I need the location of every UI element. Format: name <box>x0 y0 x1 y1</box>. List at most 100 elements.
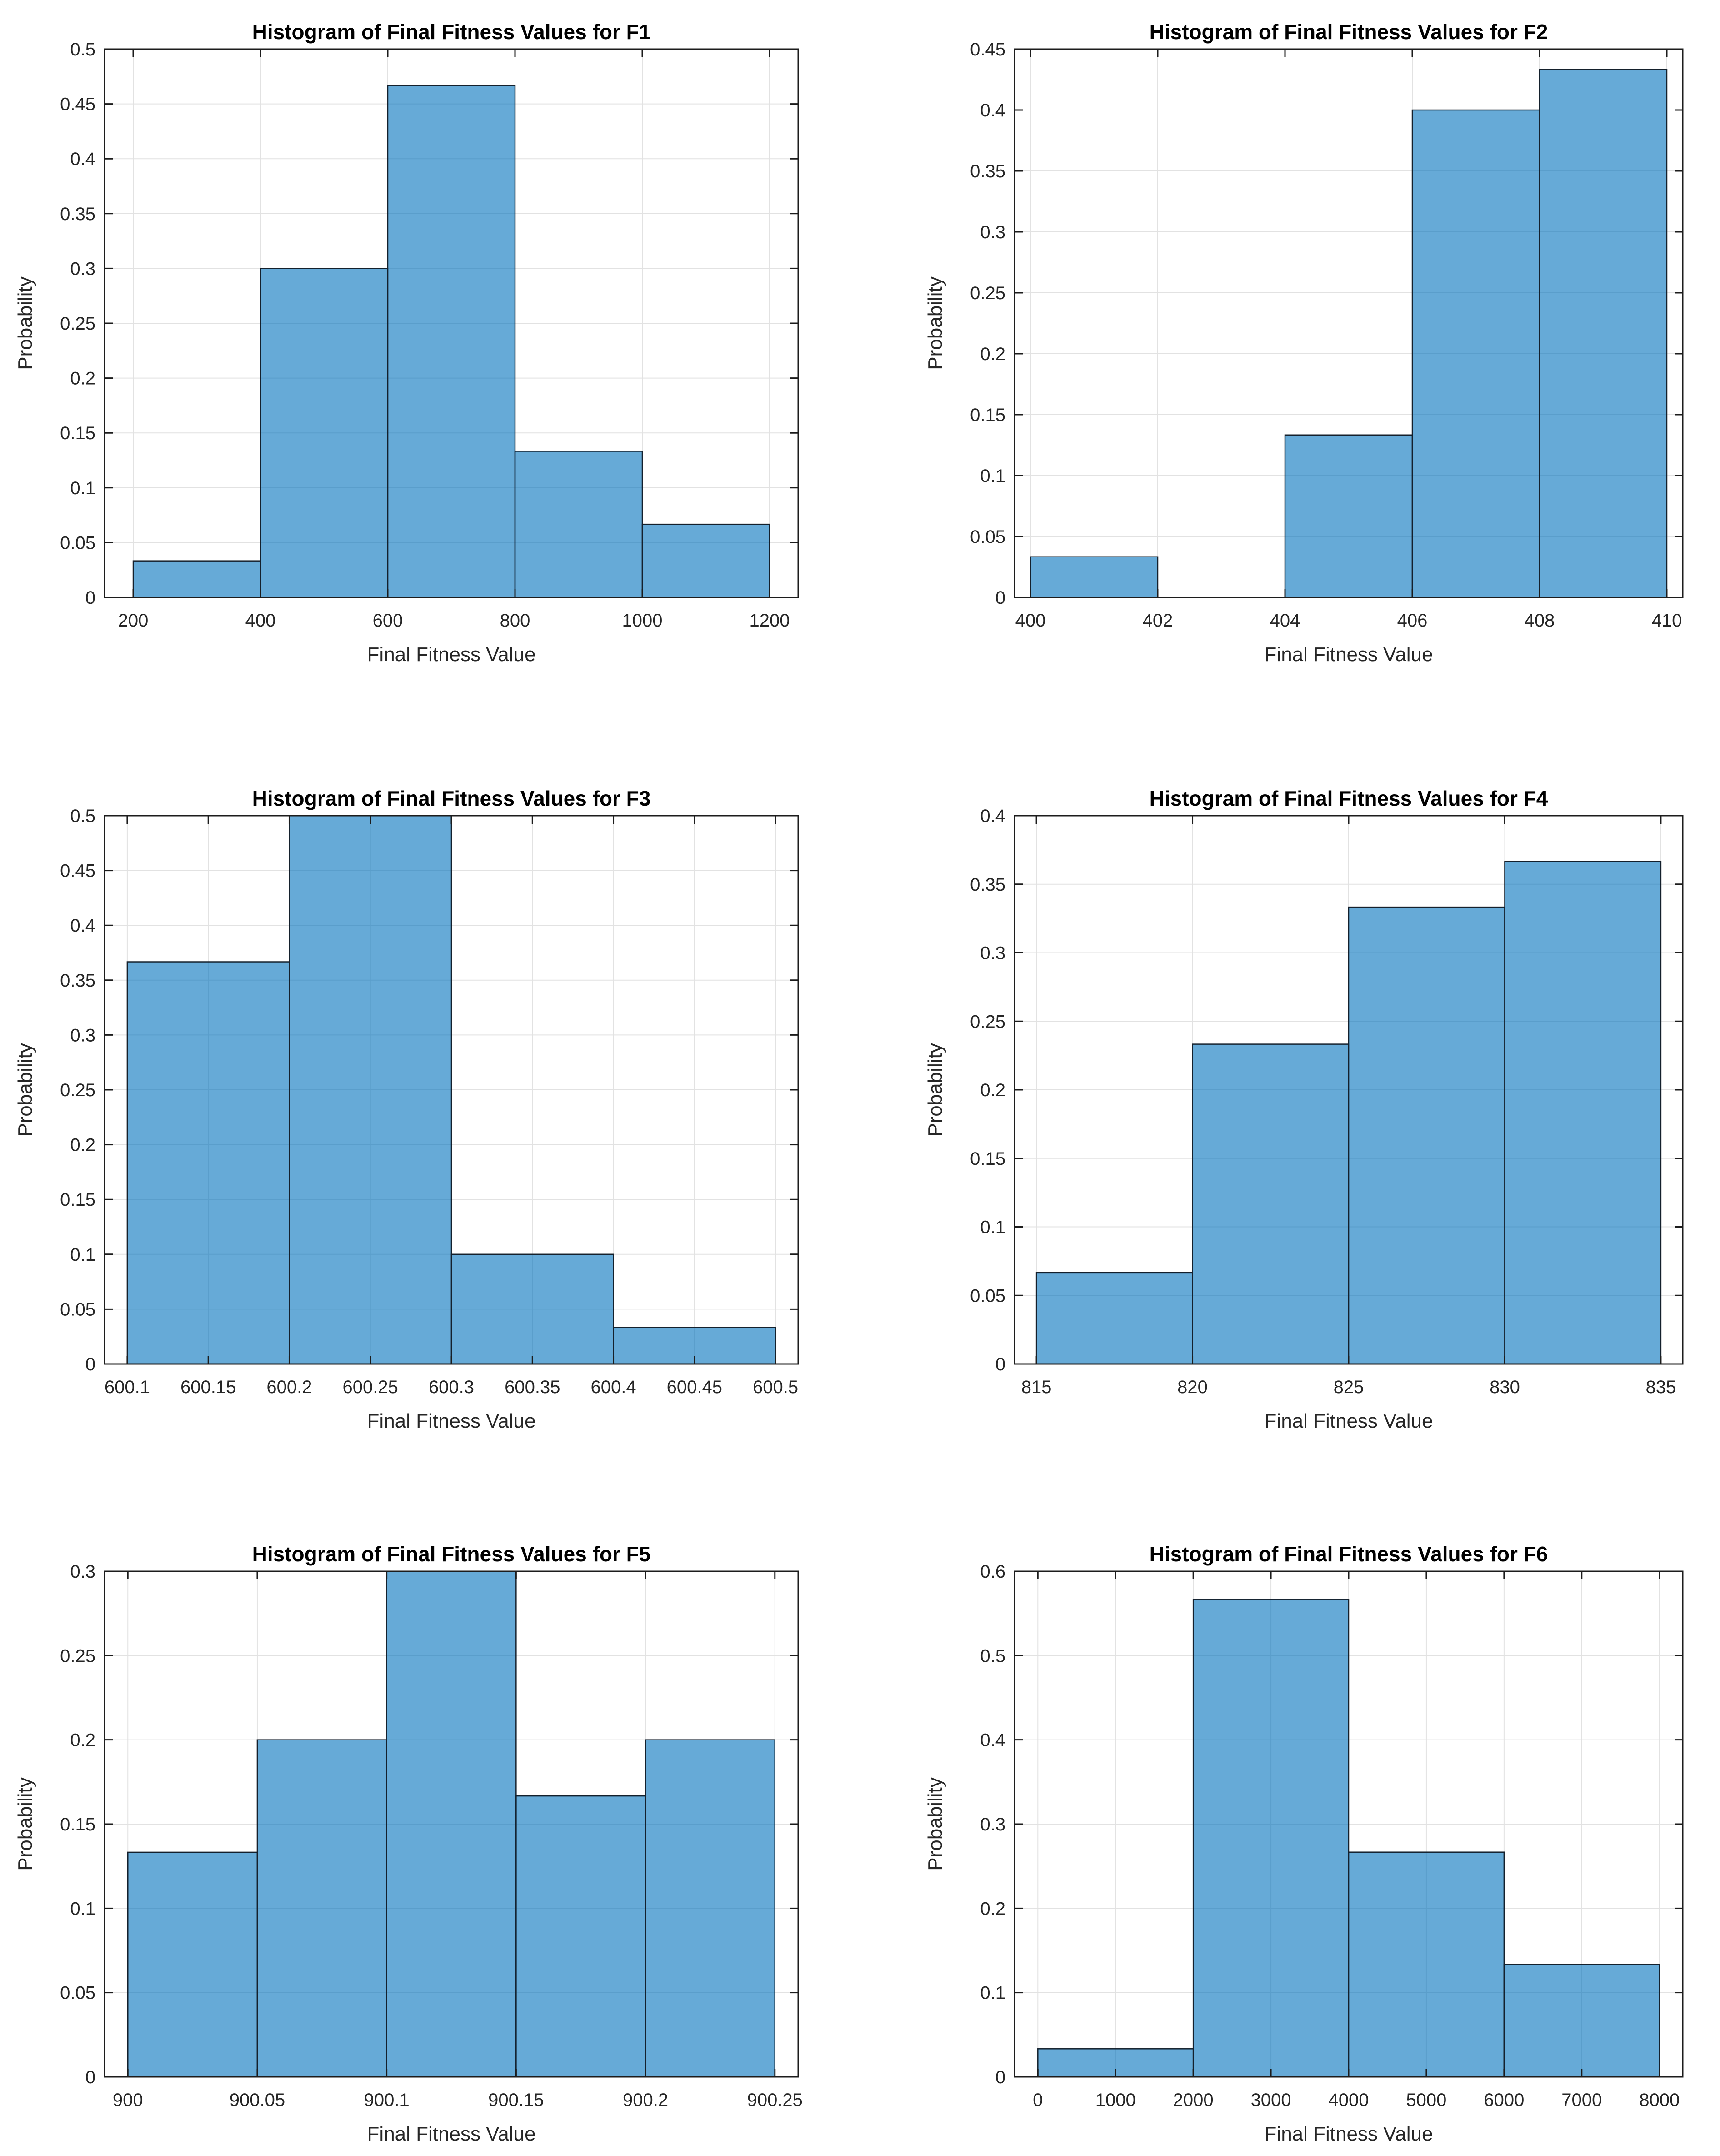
histogram-f3: 600.1 600.15 600.2 600.25 600.3 600.35 600.4 60… <box>0 767 860 1441</box>
y-tick-label: 0.05 <box>60 533 95 553</box>
x-tick-label: 600 <box>373 611 403 631</box>
y-axis-label: Probability <box>14 276 36 370</box>
x-axis-label: Final Fitness Value <box>367 1410 536 1432</box>
y-tick-label: 0.5 <box>70 40 95 60</box>
y-tick-label: 0.2 <box>70 1730 95 1750</box>
y-tick-label: 0.25 <box>60 1080 95 1100</box>
x-tick-label: 1200 <box>750 611 790 631</box>
y-tick-label: 0.3 <box>70 259 95 279</box>
histogram-bar <box>1348 1851 1505 2078</box>
histogram-bar <box>386 1570 517 2078</box>
y-axis-label: Probability <box>14 1043 36 1136</box>
y-tick-label: 0 <box>85 588 95 608</box>
y-tick-label: 0.35 <box>970 875 1005 895</box>
histogram-bar <box>1504 861 1662 1365</box>
chart-title: Histogram of Final Fitness Values for F3 <box>252 787 651 810</box>
chart-title: Histogram of Final Fitness Values for F2 <box>1150 20 1548 44</box>
y-tick-label: 0 <box>995 2067 1005 2087</box>
x-tick-label: 400 <box>245 611 276 631</box>
x-tick-label: 400 <box>1015 611 1046 631</box>
histogram-bar <box>1348 906 1505 1365</box>
x-tick-label: 830 <box>1490 1377 1520 1397</box>
x-tick-label: 815 <box>1021 1377 1052 1397</box>
x-tick-label: 900.2 <box>623 2090 668 2110</box>
y-tick-label: 0.2 <box>70 369 95 389</box>
x-tick-label: 600.35 <box>505 1377 560 1397</box>
histogram-bar <box>1192 1599 1350 2078</box>
y-tick-label: 0.2 <box>980 1899 1005 1919</box>
histogram-bar <box>1411 109 1540 598</box>
histogram-bar <box>1284 434 1413 598</box>
y-axis-label: Probability <box>924 276 946 370</box>
y-tick-label: 0.4 <box>70 916 95 936</box>
chart-title: Histogram of Final Fitness Values for F5 <box>252 1542 651 1566</box>
x-tick-label: 1000 <box>622 611 663 631</box>
x-tick-label: 600.2 <box>266 1377 312 1397</box>
y-tick-label: 0.25 <box>60 314 95 334</box>
y-tick-label: 0.35 <box>60 971 95 991</box>
histogram-bar <box>641 523 770 598</box>
x-axis-label: Final Fitness Value <box>1265 1410 1433 1432</box>
y-tick-label: 0.15 <box>60 423 95 443</box>
histogram-bar <box>127 1851 258 2078</box>
y-tick-label: 0.3 <box>980 1815 1005 1835</box>
y-tick-label: 0.35 <box>60 204 95 224</box>
x-tick-label: 8000 <box>1639 2090 1680 2110</box>
histogram-bar <box>256 1739 387 2078</box>
y-tick-label: 0.25 <box>60 1646 95 1666</box>
x-tick-label: 900 <box>113 2090 143 2110</box>
x-tick-label: 600.25 <box>343 1377 398 1397</box>
histogram-f1: 200 400 600 800 1000 1200 0 0.05 0.1 0.15 0.2 0.25 0… <box>0 0 860 675</box>
y-axis-label: Probability <box>14 1777 36 1870</box>
x-tick-label: 900.05 <box>230 2090 285 2110</box>
histogram-bar <box>514 451 643 598</box>
y-tick-label: 0.5 <box>980 1646 1005 1666</box>
y-tick-label: 0.05 <box>970 1286 1005 1306</box>
y-tick-label: 0 <box>85 2067 95 2087</box>
x-tick-label: 200 <box>118 611 149 631</box>
histogram-bar <box>1035 1272 1193 1365</box>
x-tick-label: 7000 <box>1561 2090 1602 2110</box>
x-tick-label: 3000 <box>1251 2090 1291 2110</box>
y-tick-label: 0.45 <box>970 40 1005 60</box>
y-tick-label: 0.15 <box>60 1190 95 1210</box>
y-tick-label: 0.4 <box>70 149 95 169</box>
x-tick-label: 410 <box>1652 611 1682 631</box>
y-tick-label: 0.2 <box>980 1080 1005 1100</box>
x-tick-label: 0 <box>1033 2090 1043 2110</box>
histogram-bar <box>1539 69 1668 598</box>
y-tick-label: 0.3 <box>980 222 1005 242</box>
histogram-f6: 0 1000 2000 3000 4000 5000 6000 7000 8000 0 0.1 0.2… <box>860 1522 1720 2154</box>
y-tick-label: 0.05 <box>60 1299 95 1319</box>
chart-svg-f6: 0 1000 2000 3000 4000 5000 6000 7000 8000 0 0.1 0.2… <box>924 1542 1684 2145</box>
histogram-bar <box>387 85 516 598</box>
y-tick-label: 0.3 <box>70 1025 95 1045</box>
x-tick-label: 1000 <box>1095 2090 1136 2110</box>
y-tick-label: 0 <box>85 1354 95 1374</box>
histogram-bar <box>450 1253 614 1365</box>
y-tick-label: 0.3 <box>980 943 1005 963</box>
chart-svg-f3: 600.1 600.15 600.2 600.25 600.3 600.35 600.4 60… <box>14 787 799 1432</box>
x-tick-label: 900.25 <box>747 2090 803 2110</box>
y-tick-label: 0.1 <box>980 1218 1005 1238</box>
y-tick-label: 0.25 <box>970 1012 1005 1032</box>
y-tick-label: 0.1 <box>70 478 95 498</box>
histogram-bar <box>1503 1964 1660 2078</box>
y-tick-label: 0.05 <box>60 1983 95 2003</box>
chart-title: Histogram of Final Fitness Values for F4 <box>1150 787 1548 810</box>
y-tick-label: 0.2 <box>70 1135 95 1155</box>
histogram-f2: 400 402 404 406 408 410 0 0.05 0.1 0.15 0.2 0.25 0.3… <box>860 0 1720 675</box>
y-tick-label: 0.15 <box>970 1149 1005 1169</box>
histogram-bar <box>289 815 452 1365</box>
y-axis-label: Probability <box>924 1043 946 1136</box>
chart-svg-f5: 900 900.05 900.1 900.15 900.2 900.25 0 0.05 0.1 0… <box>14 1542 803 2145</box>
x-tick-label: 600.1 <box>105 1377 150 1397</box>
x-tick-label: 600.15 <box>180 1377 236 1397</box>
histogram-f5: 900 900.05 900.1 900.15 900.2 900.25 0 0.05 0.1 0… <box>0 1522 860 2154</box>
y-tick-label: 0.4 <box>980 1730 1005 1750</box>
chart-svg-f1: 200 400 600 800 1000 1200 0 0.05 0.1 0.15 0.2 0.25 0… <box>14 20 799 666</box>
y-tick-label: 0.3 <box>70 1562 95 1582</box>
x-axis-label: Final Fitness Value <box>1265 2123 1433 2145</box>
y-tick-label: 0.45 <box>60 861 95 881</box>
